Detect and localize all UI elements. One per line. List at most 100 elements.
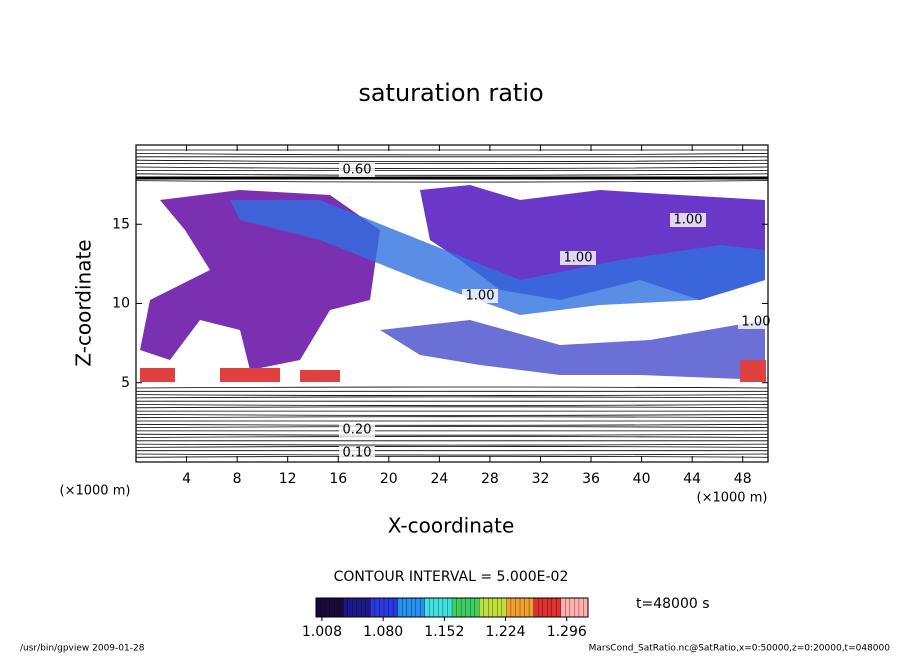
colorbar-cell xyxy=(343,597,349,618)
y-tick-label: 10 xyxy=(112,296,130,312)
colorbar-cell xyxy=(361,597,367,618)
colorbar-cell xyxy=(510,597,516,618)
contour-line xyxy=(135,443,769,446)
colorbar-cell xyxy=(460,597,467,618)
contour-label-bg xyxy=(339,446,375,460)
contour-label-bg xyxy=(670,213,706,227)
contour-label: 0.10 xyxy=(343,446,372,461)
footer-right: MarsCond_SatRatio.nc@SatRatio,x=0:50000,… xyxy=(589,644,891,654)
colorbar-cell xyxy=(528,597,535,618)
colorbar-cell xyxy=(537,597,544,618)
colorbar-cell xyxy=(547,597,553,618)
field-band xyxy=(230,200,765,315)
colorbar-cell xyxy=(574,597,580,618)
contour-label-bg xyxy=(462,289,498,303)
contour-line xyxy=(135,159,769,163)
x-tick-label: 40 xyxy=(633,471,651,487)
y-unit: (×1000 m) xyxy=(60,484,131,499)
colorbar-cell xyxy=(488,597,494,618)
colorbar-cell xyxy=(379,597,385,618)
contour-line xyxy=(135,433,769,436)
colorbar-cell xyxy=(374,597,380,618)
contour-line xyxy=(135,394,769,396)
x-tick-label: 8 xyxy=(233,471,242,487)
x-tick-label: 28 xyxy=(481,471,499,487)
colorbar-frame xyxy=(315,597,589,618)
colorbar-tick-label: 1.224 xyxy=(486,624,526,640)
colorbar-cell xyxy=(515,597,521,618)
x-unit: (×1000 m) xyxy=(697,491,768,506)
contour-label-bg xyxy=(738,315,774,329)
colorbar-cell xyxy=(420,597,426,618)
x-tick-label: 16 xyxy=(329,471,347,487)
colorbar-cell xyxy=(383,597,389,618)
colorbar-cell xyxy=(533,597,539,618)
colorbar-cell xyxy=(501,597,507,618)
chart-title: saturation ratio xyxy=(358,79,543,107)
contour-label-bg xyxy=(339,163,375,177)
colorbar-cell xyxy=(352,597,358,618)
contour-line xyxy=(135,414,769,416)
x-tick-label: 48 xyxy=(734,471,752,487)
colorbar-cell xyxy=(392,597,399,618)
colorbar-cell xyxy=(438,597,444,618)
colorbar-cell xyxy=(497,597,503,618)
colorbar-cell xyxy=(333,597,340,618)
contour-line xyxy=(135,166,769,169)
colorbar-tick-label: 1.008 xyxy=(302,624,342,640)
contour-line xyxy=(135,386,769,389)
colorbar-cell xyxy=(556,597,562,618)
x-tick-label: 36 xyxy=(582,471,600,487)
contour-line xyxy=(135,436,769,438)
y-tick-label: 15 xyxy=(112,216,130,232)
x-tick-label: 44 xyxy=(683,471,701,487)
colorbar-cell xyxy=(411,597,417,618)
contour-line xyxy=(135,426,769,428)
contour-line xyxy=(135,406,769,409)
colorbar-cell xyxy=(565,597,571,618)
colorbar-cell xyxy=(474,597,480,618)
colorbar-cell xyxy=(370,597,376,618)
colorbar-tick-label: 1.080 xyxy=(363,624,403,640)
colorbar-cell xyxy=(406,597,412,618)
colorbar-cell xyxy=(465,597,471,618)
colorbar-cell xyxy=(483,597,489,618)
contour-label: 1.00 xyxy=(674,213,703,228)
colorbar-cell xyxy=(442,597,448,618)
contour-line xyxy=(135,180,769,183)
contour-label: 1.00 xyxy=(466,289,495,304)
contour-line xyxy=(135,453,769,456)
contour-label: 0.60 xyxy=(343,163,372,178)
field-region xyxy=(380,320,765,380)
contour-line xyxy=(135,423,769,426)
x-tick-label: 4 xyxy=(182,471,191,487)
colorbar-tick-label: 1.296 xyxy=(547,624,587,640)
colorbar-cell xyxy=(320,597,326,618)
contour-line xyxy=(135,396,769,399)
colorbar-cell xyxy=(542,597,548,618)
colorbar-cell xyxy=(524,597,530,618)
colorbar-cell xyxy=(456,597,462,618)
contour-interval: CONTOUR INTERVAL = 5.000E-02 xyxy=(334,569,569,585)
footer-left: /usr/bin/gpview 2009-01-28 xyxy=(20,644,145,654)
colorbar-cell xyxy=(329,597,335,618)
colorbar-cell xyxy=(315,597,321,618)
x-tick-label: 32 xyxy=(532,471,550,487)
contour-label: 1.00 xyxy=(742,315,771,330)
time-label: t=48000 s xyxy=(636,596,710,612)
contour-line xyxy=(135,153,769,156)
contour-label-bg xyxy=(560,251,596,265)
contour-label: 1.00 xyxy=(564,251,593,266)
colorbar-cell xyxy=(347,597,353,618)
colorbar-cell xyxy=(492,597,498,618)
colorbar-tick-label: 1.152 xyxy=(424,624,464,640)
colorbar-cell xyxy=(356,597,362,618)
colorbar-cell xyxy=(338,597,344,618)
colorbar-cell xyxy=(388,597,394,618)
x-tick-label: 12 xyxy=(279,471,297,487)
colorbar-cell xyxy=(433,597,439,618)
colorbar-cell xyxy=(569,597,575,618)
y-tick-label: 5 xyxy=(121,375,130,391)
x-tick-label: 24 xyxy=(430,471,448,487)
